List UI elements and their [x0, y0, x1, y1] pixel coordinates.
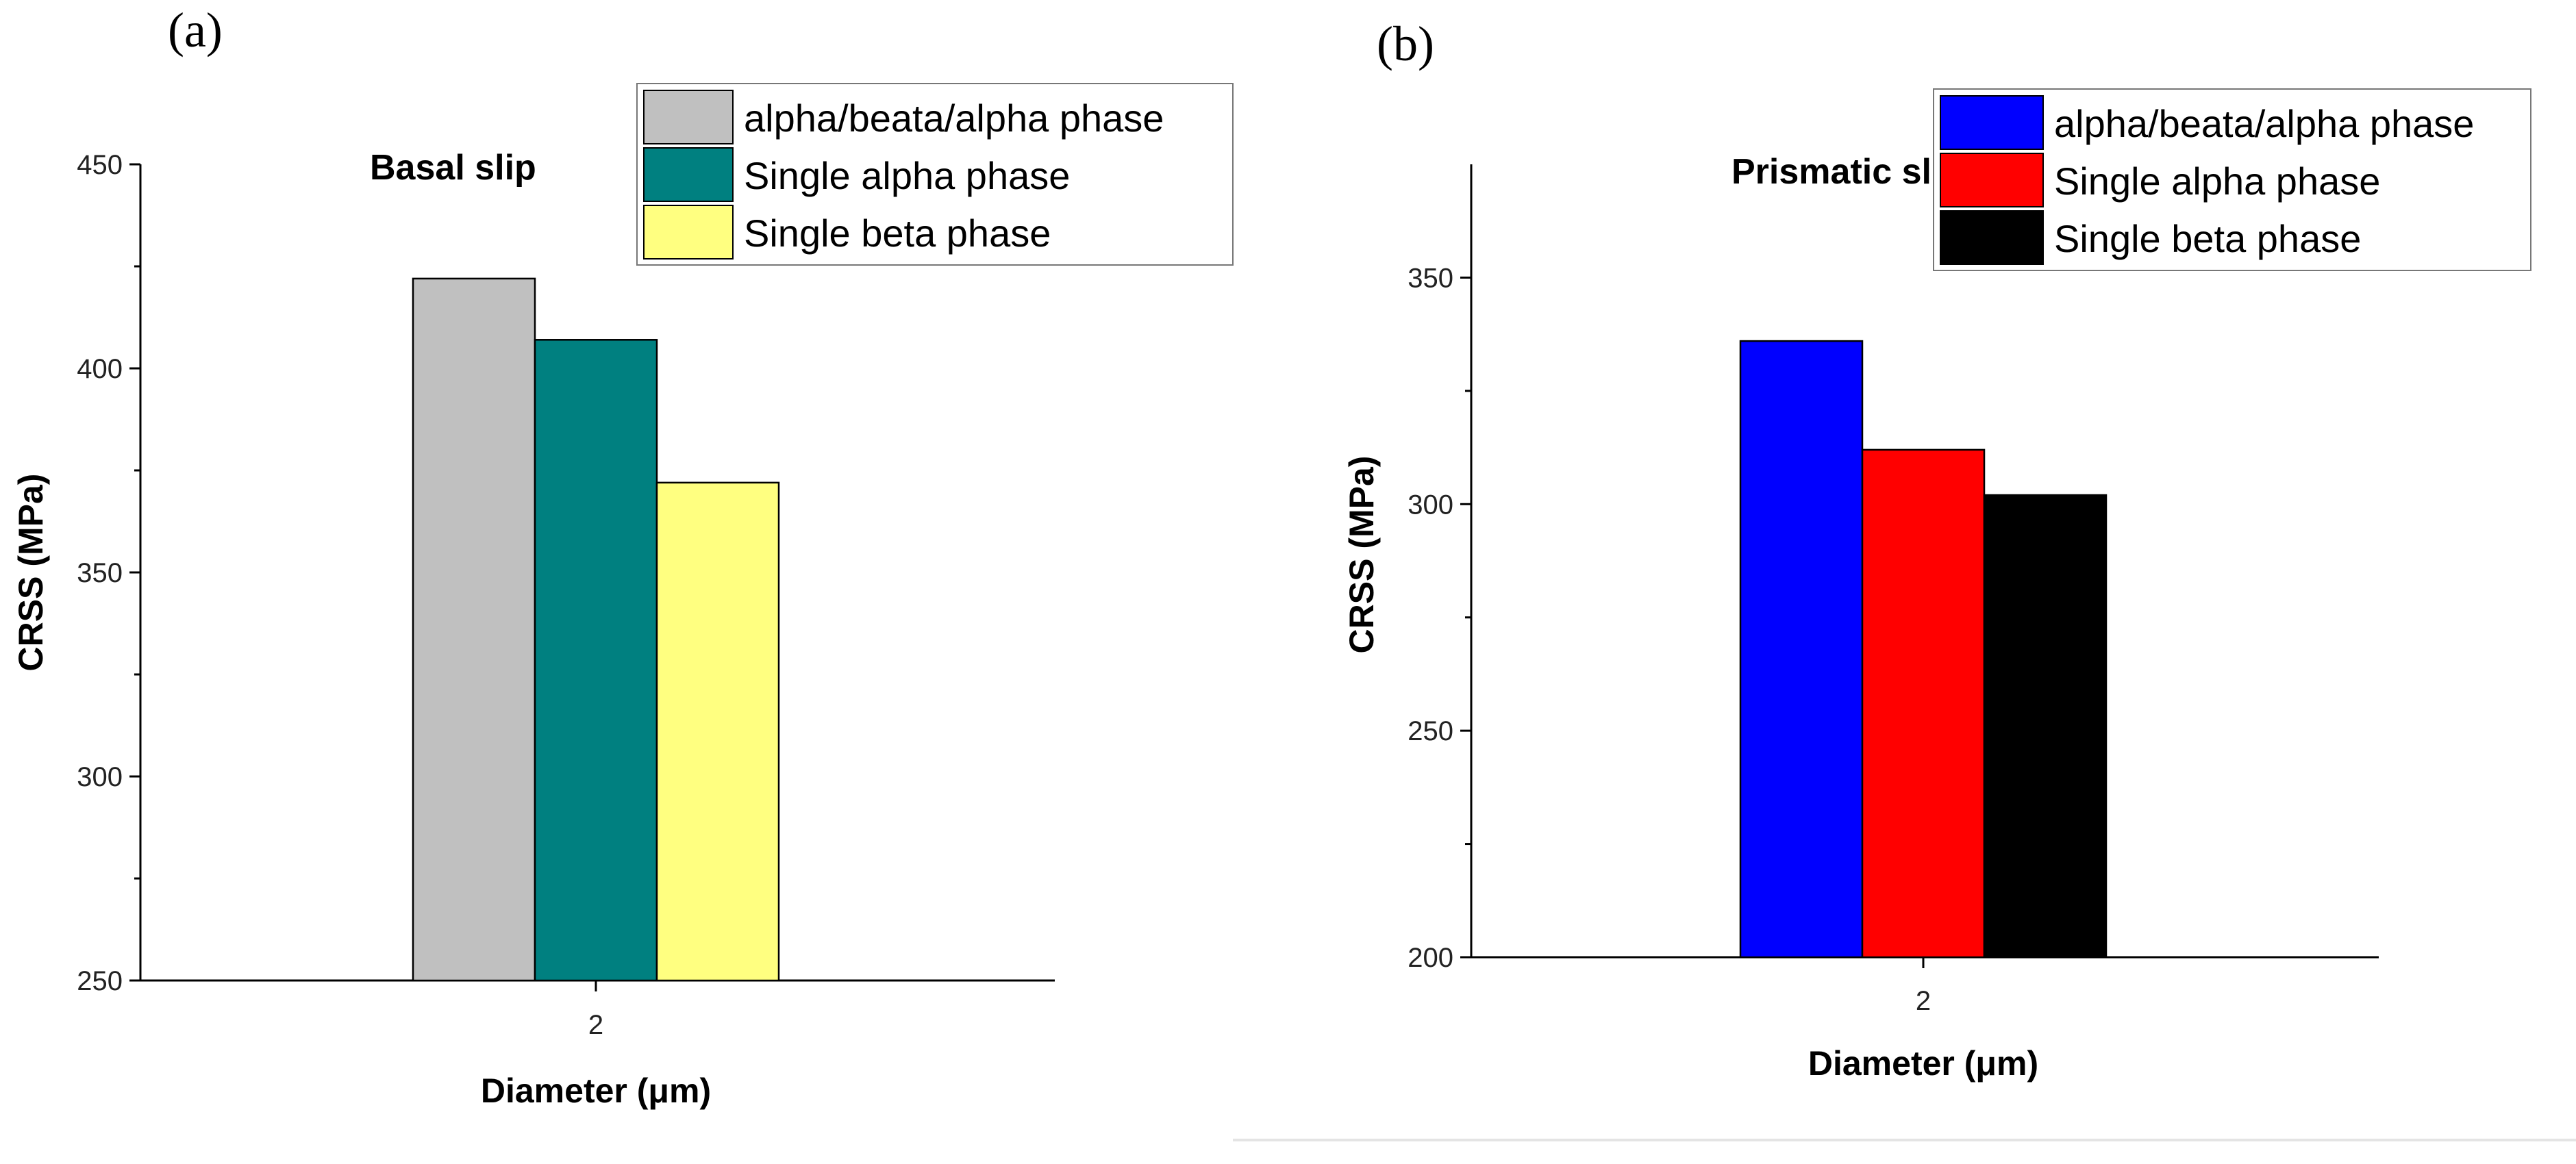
legend: alpha/beata/alpha phase Single alpha phas…	[636, 83, 1234, 266]
legend-swatch	[1940, 95, 2044, 150]
x-axis-title: Diameter (μm)	[481, 1072, 711, 1110]
legend-swatch	[1940, 210, 2044, 265]
legend-swatch	[643, 147, 734, 202]
y-tick-label: 250	[77, 966, 123, 996]
legend-label: Single alpha phase	[2054, 160, 2380, 203]
y-tick-label: 450	[77, 150, 123, 180]
y-axis-title: CRSS (MPa)	[1342, 456, 1381, 654]
y-tick-label: 300	[1408, 490, 1453, 520]
bar-3	[1983, 494, 2108, 959]
chart-prismatic-slip: 200 250 300 350 2 Prismatic slip Diameter (μm)…	[1342, 88, 2531, 1083]
y-tick-label: 350	[77, 558, 123, 588]
y-tick-label: 200	[1408, 943, 1453, 973]
legend-label: alpha/beata/alpha phase	[744, 97, 1164, 140]
chart-title: Basal slip	[370, 148, 536, 188]
legend: alpha/beata/alpha phase Single alpha phas…	[1933, 88, 2531, 271]
legend-swatch	[643, 205, 734, 260]
legend-label: Single beta phase	[2054, 217, 2361, 260]
x-tick-label: 2	[1916, 986, 1931, 1016]
legend-box	[636, 83, 1234, 266]
y-axis-title: CRSS (MPa)	[12, 474, 50, 672]
panel-b-label: (b)	[1377, 16, 1434, 71]
bar-2	[534, 339, 658, 982]
bar-2	[1861, 448, 1986, 959]
y-tick-label: 350	[1408, 263, 1453, 293]
x-axis-title: Diameter (μm)	[1808, 1044, 2038, 1083]
y-tick-label: 250	[1408, 716, 1453, 746]
panel-a-label: (a)	[168, 3, 223, 58]
legend-label: Single alpha phase	[744, 154, 1070, 197]
y-tick-label: 400	[77, 354, 123, 384]
x-tick-label: 2	[588, 1010, 603, 1040]
legend-swatch	[643, 90, 734, 144]
legend-swatch	[1940, 153, 2044, 207]
chart-title: Prismatic slip	[1731, 152, 1963, 192]
legend-label: Single beta phase	[744, 212, 1051, 255]
bar-1	[412, 277, 536, 982]
chart-basal-slip: 250 300 350 400 450 2 Basal slip Diameter (μm) C…	[12, 83, 1234, 1110]
legend-label: alpha/beata/alpha phase	[2054, 102, 2474, 145]
bar-3	[655, 481, 780, 982]
bar-1	[1739, 340, 1864, 959]
y-tick-label: 300	[77, 762, 123, 792]
